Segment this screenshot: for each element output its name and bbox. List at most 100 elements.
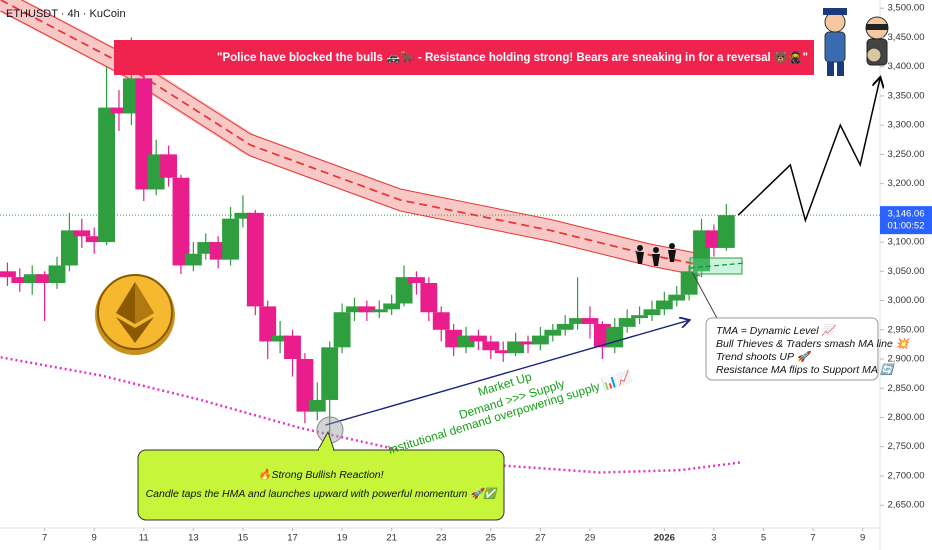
reaction-title: 🔥Strong Bullish Reaction!: [258, 468, 383, 481]
projection-line: [737, 78, 880, 223]
candle-body: [246, 212, 264, 307]
countdown-label: 01:00:52: [888, 221, 925, 232]
candle-body: [680, 271, 698, 295]
x-tick-label: 11: [139, 533, 149, 544]
candle-body: [11, 277, 29, 284]
police-icon: [823, 8, 847, 76]
x-tick-label: 29: [585, 533, 596, 544]
candle-body: [457, 335, 475, 348]
y-tick-label: 2,850.00: [888, 383, 925, 394]
thief-icon: [865, 16, 889, 66]
callout-join: [319, 448, 333, 452]
candle-body: [48, 265, 66, 284]
y-tick-label: 2,900.00: [888, 354, 925, 365]
y-tick-label: 3,450.00: [888, 32, 925, 43]
candle-body: [308, 399, 326, 412]
candle-body: [606, 326, 624, 348]
candle-body: [408, 277, 425, 284]
x-tick-label: 23: [436, 533, 447, 544]
support-ma: [689, 262, 746, 269]
y-tick-label: 3,000.00: [888, 295, 925, 306]
candle-body: [420, 283, 438, 313]
candle-body: [172, 177, 190, 266]
candle-body: [655, 300, 673, 310]
y-tick-label: 3,300.00: [888, 120, 925, 131]
ma-note-box: [705, 317, 879, 381]
candle-body: [0, 271, 16, 278]
candle-body: [618, 318, 636, 327]
candle-body: [321, 347, 339, 400]
x-tick-label: 9: [860, 533, 865, 544]
y-tick-label: 2,800.00: [888, 412, 925, 423]
candle-body: [259, 306, 277, 342]
reaction-box: [137, 449, 505, 521]
candle-body: [110, 107, 128, 114]
eth-coin: [95, 274, 175, 355]
x-tick-label: 2026: [654, 533, 675, 544]
candle-body: [73, 230, 91, 237]
y-tick-label: 2,700.00: [888, 470, 925, 481]
candle-body: [432, 312, 450, 330]
y-tick-label: 3,100.00: [888, 237, 925, 248]
candle-body: [544, 329, 562, 336]
candle-body: [507, 341, 525, 354]
candle-body: [717, 215, 735, 248]
candle-body: [395, 277, 413, 304]
x-tick-label: 15: [238, 533, 249, 544]
candle-body: [531, 335, 549, 345]
chart-title: ETHUSDT · 4h · KuCoin: [6, 8, 126, 20]
candle-body: [556, 323, 574, 330]
y-tick-label: 2,950.00: [888, 324, 925, 335]
y-tick-label: 3,200.00: [888, 178, 925, 189]
candle-body: [631, 315, 648, 319]
candle-body: [60, 230, 78, 266]
candle-body: [370, 309, 388, 313]
last-price-box: [880, 206, 932, 235]
reaction-text: Candle taps the HMA and launches upward …: [146, 487, 499, 500]
candle-body: [197, 242, 215, 254]
ma-line: [0, 0, 701, 266]
y-tick-label: 3,050.00: [888, 266, 925, 277]
candle-body: [234, 212, 252, 219]
x-tick-label: 7: [42, 533, 47, 544]
ma-note: TMA = Dynamic Level 📈: [716, 324, 837, 337]
candle-body: [36, 274, 54, 284]
y-tick-label: 2,650.00: [888, 500, 925, 511]
y-tick-label: 3,250.00: [888, 149, 925, 160]
x-tick-label: 5: [761, 533, 766, 544]
ma-note: Trend shoots UP 🚀: [716, 350, 813, 363]
x-tick-label: 3: [711, 533, 716, 544]
x-tick-label: 7: [810, 533, 815, 544]
candle-body: [569, 318, 587, 324]
candle-body: [668, 294, 686, 301]
candle-body: [284, 335, 301, 360]
candle-body: [519, 341, 537, 345]
candle-body: [358, 306, 376, 313]
trend-arrow: [325, 320, 689, 426]
candle-body: [160, 154, 177, 178]
note-leader: [691, 271, 719, 321]
candle-body: [469, 335, 487, 342]
ma-band-edge: [0, 10, 701, 277]
candle-body: [296, 359, 314, 412]
candle-body: [23, 274, 41, 284]
candle-body: [333, 312, 351, 348]
candle-body: [85, 236, 103, 243]
candle-body: [346, 306, 363, 313]
x-tick-label: 21: [386, 533, 397, 544]
candle-body: [222, 218, 239, 260]
candle-body: [383, 303, 401, 310]
x-tick-label: 17: [287, 533, 298, 544]
candle-body: [98, 107, 116, 243]
x-tick-label: 27: [535, 533, 546, 544]
thieves-icon: [636, 243, 676, 266]
ma-note: Resistance MA flips to Support MA 🔄: [716, 363, 895, 376]
y-tick-label: 3,400.00: [888, 61, 925, 72]
ma-note: Bull Thieves & Traders smash MA line 💥: [716, 337, 911, 350]
y-tick-label: 2,750.00: [888, 441, 925, 452]
x-tick-label: 13: [188, 533, 199, 544]
y-tick-label: 3,350.00: [888, 90, 925, 101]
banner-text: "Police have blocked the bulls 🚓🐂 - Resi…: [217, 50, 808, 64]
banner: [114, 40, 814, 75]
